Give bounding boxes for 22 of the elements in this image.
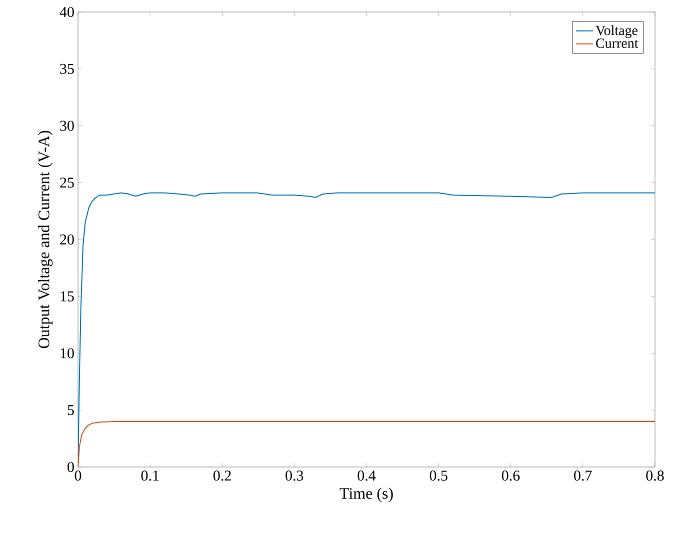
y-tick-label: 30 [60, 120, 74, 131]
y-tick-label: 40 [60, 6, 74, 18]
legend-label: Current [596, 38, 638, 48]
y-tick-label: 15 [60, 291, 74, 302]
x-tick-label: 0 [74, 470, 82, 481]
y-tick-label: 5 [68, 405, 74, 416]
x-tick-label: 0.4 [358, 470, 376, 481]
y-axis-title: Output Voltage and Current (V-A) [38, 130, 53, 348]
x-tick-label: 0.8 [646, 470, 664, 481]
x-tick-label: 0.7 [574, 470, 592, 481]
legend-label: Voltage [596, 25, 638, 38]
y-tick-label: 25 [60, 178, 74, 188]
y-tick-label: 0 [68, 462, 74, 472]
x-tick-label: 0.5 [430, 470, 448, 481]
x-tick-label: 0.3 [286, 470, 304, 481]
x-tick-label: 0.2 [213, 470, 231, 481]
x-tick-label: 0.6 [502, 470, 520, 481]
x-tick-label: 0.1 [141, 470, 159, 481]
y-tick-label: 10 [60, 348, 74, 358]
y-tick-label: 35 [60, 64, 74, 74]
y-tick-label: 20 [60, 234, 74, 245]
x-axis-title: Time (s) [340, 488, 393, 502]
